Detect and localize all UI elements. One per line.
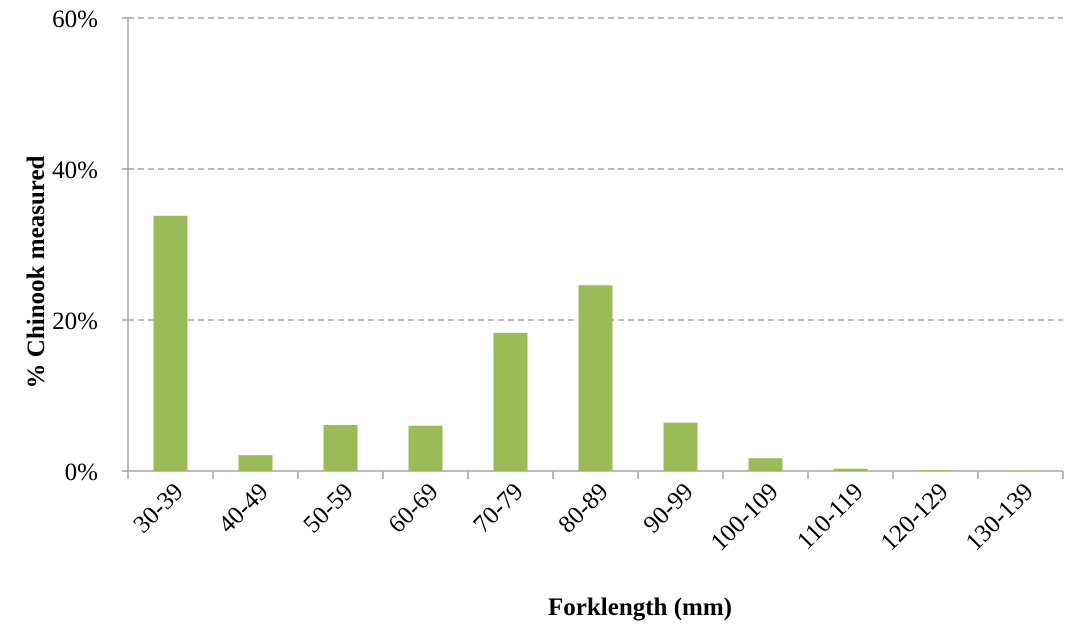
y-tick-label: 40% [52, 157, 98, 184]
x-tick-label: 40-49 [213, 478, 273, 538]
bar [238, 455, 273, 471]
x-tick-label: 110-119 [792, 478, 869, 555]
y-tick-label: 20% [52, 308, 98, 335]
bar [493, 332, 528, 471]
x-tick-label: 80-89 [553, 478, 613, 538]
y-tick-label: 0% [65, 459, 98, 486]
x-tick-label: 70-79 [468, 478, 528, 538]
x-tick-label: 120-129 [876, 478, 954, 556]
bar [578, 285, 613, 471]
x-axis-title: Forklength (mm) [548, 594, 732, 621]
bar [408, 425, 443, 471]
x-tick-label: 30-39 [128, 478, 188, 538]
bar [918, 470, 953, 471]
x-tick-label: 60-69 [383, 478, 443, 538]
x-tick-label: 100-109 [706, 478, 784, 556]
x-tick-label: 130-139 [961, 478, 1039, 556]
bar [323, 424, 358, 471]
bar [748, 458, 783, 471]
x-tick-label: 90-99 [638, 478, 698, 538]
y-tick-label: 60% [52, 6, 98, 33]
x-tick-label: 50-59 [298, 478, 358, 538]
bar [153, 215, 188, 471]
bar [663, 422, 698, 471]
y-axis-title: % Chinook measured [23, 155, 50, 388]
bar [833, 468, 868, 471]
